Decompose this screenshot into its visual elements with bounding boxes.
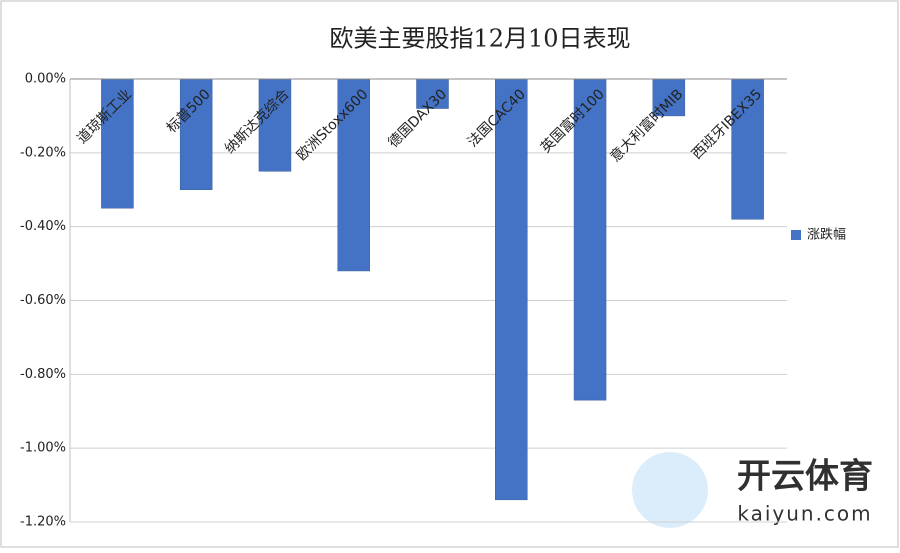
y-tick-label: -0.80% bbox=[20, 367, 66, 382]
y-tick-label: -0.60% bbox=[20, 293, 66, 308]
bar bbox=[495, 78, 528, 501]
legend-swatch bbox=[791, 230, 801, 240]
watermark: 开云体育 kaiyun.com bbox=[632, 452, 873, 528]
watermark-logo bbox=[632, 452, 708, 528]
y-tick-label: -1.20% bbox=[20, 515, 66, 530]
bar bbox=[258, 78, 292, 172]
watermark-brand: 开云体育 bbox=[737, 457, 873, 497]
bar bbox=[731, 78, 764, 220]
y-tick-label: -0.20% bbox=[20, 145, 66, 160]
bar bbox=[101, 78, 134, 209]
bar bbox=[179, 78, 213, 190]
y-tick-label: -1.00% bbox=[20, 441, 66, 456]
bar bbox=[337, 78, 370, 272]
y-tick-label: 0.00% bbox=[25, 72, 66, 87]
y-tick-label: -0.40% bbox=[20, 219, 66, 234]
chart-title: 欧美主要股指12月10日表现 bbox=[329, 25, 630, 53]
legend-label: 涨跌幅 bbox=[807, 227, 846, 243]
bar bbox=[573, 78, 607, 401]
